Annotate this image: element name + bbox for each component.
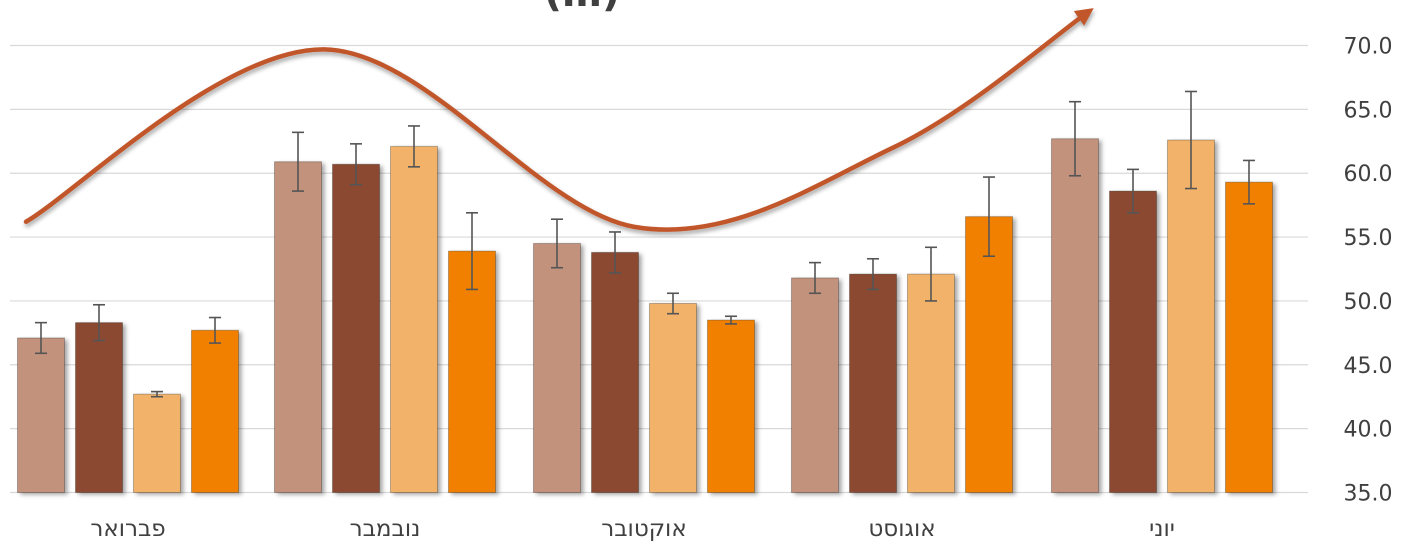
error-bar — [1069, 100, 1081, 177]
error-bar — [93, 303, 105, 342]
x-category-label: אוגוסט — [868, 516, 935, 542]
bar — [533, 242, 581, 493]
error-bar — [725, 315, 737, 325]
bar — [133, 393, 181, 493]
y-tick-label: 55.0 — [1344, 226, 1393, 251]
error-bar — [983, 176, 995, 258]
bar — [1109, 190, 1157, 493]
error-bars-layer — [35, 90, 1255, 398]
bars-layer — [17, 138, 1273, 494]
y-tick-label: 50.0 — [1344, 290, 1393, 315]
error-bar — [1243, 159, 1255, 205]
error-bar — [551, 218, 563, 269]
bar — [649, 302, 697, 493]
y-axis-ticks: 35.0 40.0 45.0 50.0 55.0 60.0 65.0 70.0 — [1344, 35, 1393, 507]
bar — [1167, 139, 1215, 493]
error-bar — [925, 246, 937, 302]
y-tick-label: 40.0 — [1344, 418, 1393, 443]
x-category-label: פברואר — [90, 516, 165, 542]
bar — [1225, 181, 1273, 493]
error-bar — [667, 292, 679, 315]
bar — [591, 251, 639, 493]
bar — [707, 319, 755, 494]
bar — [75, 322, 123, 494]
bar — [849, 273, 897, 494]
error-bar — [151, 390, 163, 398]
error-bar — [35, 321, 47, 355]
x-category-label: יוני — [1149, 516, 1175, 542]
error-bar — [867, 257, 879, 291]
bar — [1051, 138, 1099, 494]
error-bar — [609, 231, 621, 274]
bar — [191, 329, 239, 493]
error-bar — [408, 125, 420, 168]
y-tick-label: 70.0 — [1344, 35, 1393, 60]
error-bar — [1127, 168, 1139, 214]
error-bar — [350, 143, 362, 186]
trend-curve — [23, 8, 1094, 232]
error-bar — [292, 131, 304, 192]
x-category-label: נובמבר — [350, 516, 421, 542]
y-tick-label: 60.0 — [1344, 162, 1393, 187]
bar — [907, 273, 955, 494]
x-axis-categories: פברואר נובמבר אוקטובר אוגוסט יוני — [90, 516, 1175, 542]
bar — [17, 337, 65, 494]
y-tick-label: 35.0 — [1344, 482, 1393, 507]
bar — [965, 216, 1013, 493]
bar — [274, 161, 322, 493]
error-bar — [809, 261, 821, 295]
x-category-label: אוקטובר — [601, 516, 686, 542]
bar — [791, 277, 839, 493]
error-bar — [209, 316, 221, 344]
error-bar — [466, 212, 478, 291]
bar — [332, 163, 380, 493]
error-bar — [1185, 90, 1197, 190]
y-tick-label: 45.0 — [1344, 354, 1393, 379]
trend-arrow — [23, 8, 1094, 232]
bar — [448, 250, 496, 493]
y-tick-label: 65.0 — [1344, 98, 1393, 123]
bar — [390, 145, 438, 493]
chart-title-fragment: (…) — [544, 0, 621, 16]
